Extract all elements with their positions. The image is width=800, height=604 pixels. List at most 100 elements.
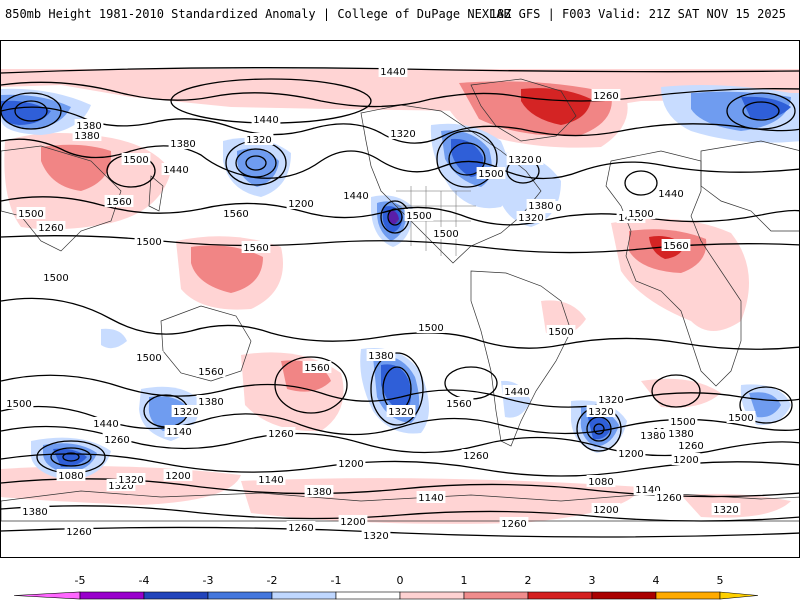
- colorbar-segment: [207, 591, 273, 600]
- contour-label-bg: [56, 469, 86, 481]
- colorbar-segment: [591, 591, 657, 600]
- contour-label-bg: [668, 415, 698, 427]
- coastline-antarctica: [1, 490, 799, 522]
- contour-label-bg: [72, 129, 102, 141]
- anomaly-area: [381, 364, 411, 413]
- contour-label-bg: [361, 529, 391, 541]
- colorbar-tick-label: -2: [267, 574, 278, 587]
- contour-label: 1560: [304, 363, 329, 374]
- contour-label: 1380: [74, 131, 99, 142]
- contour-label-bg: [196, 365, 226, 377]
- coastline-europe-africa: [605, 150, 742, 387]
- contour-label-bg: [546, 325, 576, 337]
- colorbar-segment: [335, 591, 401, 600]
- contour-label-bg: [161, 163, 191, 175]
- contour-label-bg: [671, 453, 701, 465]
- contour-label: 1200: [593, 505, 618, 516]
- contour-label-bg: [241, 241, 271, 253]
- colorbar: -5 -4 -3 -2 -1 0 1 2 3 4 5: [0, 570, 800, 600]
- contour-line: [1, 297, 799, 350]
- contour-label-bg: [586, 405, 616, 417]
- coastlines: [1, 78, 799, 522]
- contour-label-bg: [416, 321, 446, 333]
- colorbar-segments: [13, 591, 759, 600]
- contour-label: 1500: [6, 399, 31, 410]
- contour-label: 1380: [368, 351, 393, 362]
- contour-ring: [624, 170, 658, 196]
- contour-label: 1260: [38, 223, 63, 234]
- contour-label: 1560: [198, 367, 223, 378]
- anomaly-area: [521, 88, 591, 125]
- contour-label: 1380: [76, 121, 101, 132]
- contour-label-bg: [502, 385, 532, 397]
- contour-ring: [14, 100, 48, 122]
- contour-line: [1, 138, 799, 180]
- colorbar-segment: [143, 591, 209, 600]
- colorbar-arrow-left: [13, 591, 81, 600]
- contour-label-bg: [431, 227, 461, 239]
- colorbar-ticks: -5 -4 -3 -2 -1 0 1 2 3 4 5: [75, 574, 724, 587]
- contour-label: 1500: [628, 209, 653, 220]
- contour-label-bg: [726, 411, 756, 423]
- contour-label: 1200: [338, 459, 363, 470]
- contour-label: 1440: [253, 115, 278, 126]
- contour-label-bg: [221, 207, 251, 219]
- contour-label: 1320: [598, 395, 623, 406]
- contour-label: 1140: [258, 475, 283, 486]
- contour-label-bg: [16, 207, 46, 219]
- contour-label-bg: [164, 425, 194, 437]
- contour-label: 1500: [418, 323, 443, 334]
- contour-label-bg: [526, 199, 556, 211]
- contour-label: 1380: [170, 139, 195, 150]
- contour-label-bg: [266, 427, 296, 439]
- contour-label-bg: [341, 189, 371, 201]
- contour-label-bg: [171, 405, 201, 417]
- contour-ring: [274, 356, 348, 414]
- contour-label: 1560: [223, 209, 248, 220]
- contour-label: 1500: [18, 209, 43, 220]
- contour-label: 1500: [43, 273, 68, 284]
- contour-label: 1260: [501, 519, 526, 530]
- contour-label: 1500: [478, 169, 503, 180]
- contour-label-bg: [666, 427, 696, 439]
- contour-label-bg: [134, 351, 164, 363]
- contour-label: 1320: [390, 129, 415, 140]
- contour-label: 1140: [635, 485, 660, 496]
- anomaly-area: [237, 148, 279, 187]
- contour-label: 1260: [593, 91, 618, 102]
- contour-ring: [742, 101, 780, 121]
- contour-ring: [50, 447, 92, 467]
- contour-ring: [1, 92, 62, 130]
- contour-label-bg: [121, 153, 151, 165]
- contour-label-bg: [91, 417, 121, 429]
- colorbar-tick-label: -5: [75, 574, 86, 587]
- contour-label: 1380: [306, 487, 331, 498]
- contour-label-bg: [196, 395, 226, 407]
- contour-label: 1260: [66, 527, 91, 538]
- contour-label: 1320: [173, 407, 198, 418]
- contour-line: [1, 106, 799, 144]
- contour-label: 1320: [518, 213, 543, 224]
- colorbar-tick-label: -4: [139, 574, 150, 587]
- contour-label-bg: [654, 491, 684, 503]
- coastline-greenland: [470, 78, 577, 142]
- colorbar-segment: [79, 591, 145, 600]
- contour-line: [1, 374, 799, 408]
- colorbar-tick-label: 2: [525, 574, 532, 587]
- contour-label: 1560: [106, 197, 131, 208]
- contour-label-bg: [404, 209, 434, 221]
- contour-line: [1, 453, 799, 477]
- contour-label: 1080: [588, 477, 613, 488]
- contour-label-bg: [638, 429, 668, 441]
- contour-label: 1140: [418, 493, 443, 504]
- anomaly-map[interactable]: 1440 1440 1260 1380 1380 1320 1320 1500 1500 1380…: [0, 40, 800, 558]
- contour-label: 1440: [380, 67, 405, 78]
- contour-label-bg: [20, 505, 50, 517]
- contour-label: 1200: [165, 471, 190, 482]
- coastline-north-america: [360, 104, 542, 264]
- contour-label-bg: [64, 525, 94, 537]
- contour-ring: [245, 155, 267, 171]
- contour-label: 1320: [108, 481, 133, 492]
- contour-label: 1560: [663, 241, 688, 252]
- colorbar-tick-label: 4: [653, 574, 660, 587]
